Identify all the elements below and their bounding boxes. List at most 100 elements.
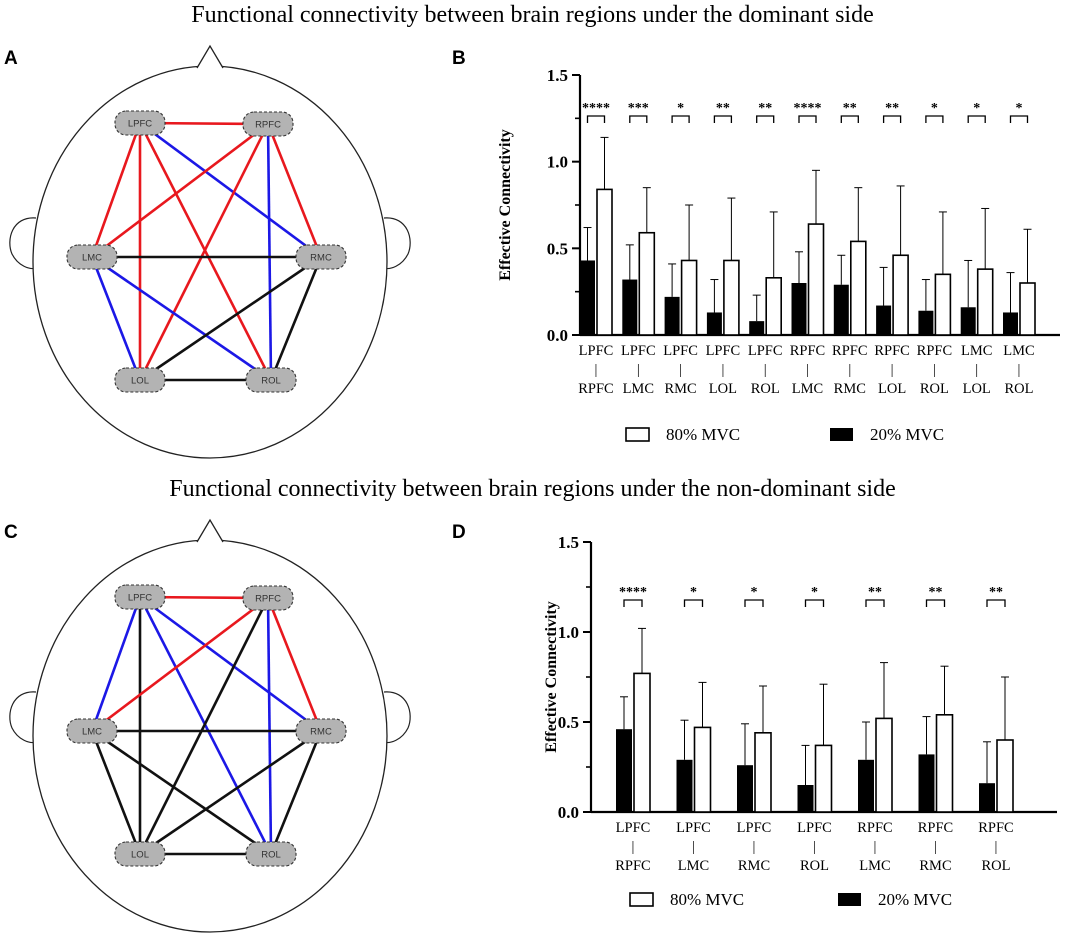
category-label: LPFC [616,820,651,836]
significance-bracket [683,599,704,607]
connection-rpfc-lol [138,597,270,855]
y-tick-label: 1.5 [547,66,568,85]
panel-letter-c: C [4,522,18,543]
bar-20-mvc [858,759,874,812]
bar-chart-non-dominant: Effective Connectivity0.00.51.01.5****LP… [543,533,1057,909]
bar-80-mvc [875,717,893,813]
significance-stars: ** [868,585,882,600]
node-shape [295,718,347,744]
significance-stars: **** [582,101,610,116]
node-rmc: RMC [295,244,347,270]
bar-20-mvc [791,283,807,335]
bar-80-mvc [807,223,825,336]
left-ear-outline [9,691,37,744]
y-tick-label: 1.0 [547,153,568,172]
category-label: RMC [834,381,866,397]
connection-lmc-lol [90,256,142,381]
node-rmc: RMC [295,718,347,744]
category-label: LMC [1003,343,1034,359]
bar-80-mvc [754,732,772,813]
bar-20-mvc [664,296,680,335]
category-label: LOL [878,381,906,397]
bar-80-mvc [892,254,909,336]
significance-bracket [840,115,859,123]
significance-stars: ** [758,101,772,116]
category-label: RMC [738,858,770,874]
significance-stars: * [811,585,818,600]
bar-20-mvc [616,729,632,812]
legend-label-20-mvc: 20% MVC [870,425,944,444]
category-label: LPFC [579,343,614,359]
node-shape [114,367,166,393]
bar-80-mvc [693,726,712,813]
category-label: | [874,839,877,855]
bar-20-mvc [622,279,638,335]
bar-80-mvc [849,240,867,336]
significance-bracket [671,115,690,123]
connection-rmc-lol [139,729,322,856]
significance-bracket [586,115,606,123]
left-ear-outline [9,217,37,270]
category-label: RPFC [978,820,1013,836]
category-label: ROL [982,858,1011,874]
category-label: ROL [920,381,949,397]
category-label: RPFC [917,343,952,359]
node-label: LMC [82,253,102,264]
figure-title-dominant: Functional connectivity between brain re… [191,2,874,28]
y-axis-title: Effective Connectivity [543,601,560,753]
connection-lmc-rol [91,729,272,856]
node-shape [66,718,118,744]
node-label: RMC [310,727,332,738]
category-label: LMC [623,381,654,397]
node-label: ROL [261,850,281,861]
legend: 80% MVC 20% MVC [625,425,944,444]
bar-80-mvc [680,259,698,336]
category-label: RPFC [857,820,892,836]
connection-lmc-rol [91,255,272,382]
category-label: RPFC [790,343,825,359]
significance-bracket [925,599,946,607]
significance-bracket [798,115,817,123]
y-tick-label: 0.0 [558,803,579,822]
nose-outline [196,44,224,69]
significance-stars: ** [929,585,943,600]
category-label: LPFC [748,343,783,359]
node-label: LPFC [128,119,152,130]
right-ear-outline [383,217,411,270]
node-lmc: LMC [66,718,118,744]
bar-80-mvc [596,188,613,336]
legend-label-20-mvc: 20% MVC [878,890,952,909]
connection-rpfc-lol [138,123,270,381]
bar-20-mvc [706,312,722,335]
significance-bracket [925,115,944,123]
significance-stars: * [973,101,980,116]
category-label: | [679,362,682,378]
category-label: ROL [751,381,780,397]
node-shape [66,244,118,270]
significance-stars: * [751,585,758,600]
bar-20-mvc [737,765,753,812]
category-label: | [933,362,936,378]
connection-rpfc-rmc [266,123,323,258]
node-rol: ROL [245,841,297,867]
category-label: RMC [664,381,696,397]
category-label: ROL [800,858,829,874]
bar-80-mvc [638,231,656,336]
y-axis-title: Effective Connectivity [497,129,514,281]
node-rpfc: RPFC [242,111,294,137]
connection-rmc-rol [269,256,323,381]
node-label: RPFC [255,120,281,131]
bar-20-mvc [960,307,976,335]
significance-bracket [804,599,825,607]
figure-title-non-dominant: Functional connectivity between brain re… [169,476,896,502]
significance-stars: ** [843,101,857,116]
category-label: | [975,362,978,378]
legend-label-80-mvc: 80% MVC [666,425,740,444]
category-label: LOL [963,381,991,397]
node-lol: LOL [114,841,166,867]
bar-chart-dominant: Effective Connectivity0.00.51.01.5****LP… [497,66,1060,444]
bar-20-mvc [749,321,765,335]
node-lmc: LMC [66,244,118,270]
legend-swatch-80-mvc [629,892,654,907]
node-lol: LOL [114,367,166,393]
